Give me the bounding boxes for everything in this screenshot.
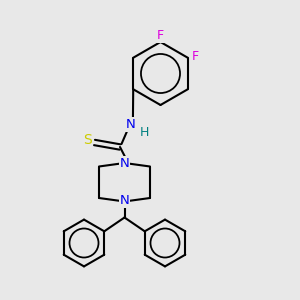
Text: H: H <box>139 125 149 139</box>
Text: S: S <box>82 133 91 147</box>
Text: F: F <box>192 50 199 63</box>
Text: N: N <box>126 118 135 131</box>
Text: N: N <box>120 157 129 170</box>
Text: N: N <box>120 194 129 208</box>
Text: F: F <box>157 29 164 42</box>
